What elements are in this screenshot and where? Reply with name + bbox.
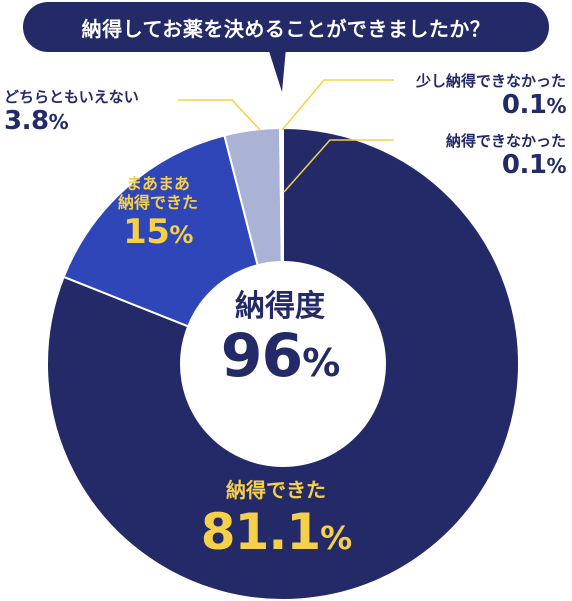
question-text: 納得してお薬を決めることができましたか？ [81, 16, 491, 41]
question-bubble-tail [268, 48, 286, 92]
slice-label-mostly-value: 15% [123, 212, 193, 253]
slice-label-somewhat-not: 少し納得できなかった 0.1% [415, 72, 567, 121]
slice-label-somewhat-not-text: 少し納得できなかった [415, 72, 566, 90]
slice-label-somewhat-not-value: 0.1% [501, 90, 567, 120]
slice-label-not: 納得できなかった 0.1% [445, 132, 567, 181]
leader-neither [178, 99, 261, 131]
question-bubble: 納得してお薬を決めることができましたか？ [23, 2, 549, 52]
leader-not [283, 139, 394, 193]
center-summary: 納得度 96% [180, 290, 380, 389]
slice-label-neither: どちらともいえない 3.8% [4, 88, 139, 137]
slice-label-satisfied: 納得できた 81.1% [196, 478, 356, 562]
center-summary-label: 納得度 [235, 289, 325, 324]
slice-label-neither-text: どちらともいえない [4, 88, 139, 106]
slice-label-mostly-line1: まあまあ [126, 174, 191, 193]
slice-label-mostly: まあまあ 納得できた 15% [118, 174, 198, 253]
slice-label-neither-value: 3.8% [4, 106, 69, 136]
slice-label-not-value: 0.1% [501, 150, 567, 180]
slice-label-satisfied-text: 納得できた [226, 478, 326, 502]
slice-label-satisfied-value: 81.1% [200, 503, 352, 561]
slice-label-not-text: 納得できなかった [445, 132, 566, 150]
leader-somewhat-not [281, 79, 394, 131]
donut-hole [180, 261, 386, 467]
slice-label-mostly-line2: 納得できた [118, 193, 199, 213]
center-summary-value: 96% [220, 321, 341, 391]
